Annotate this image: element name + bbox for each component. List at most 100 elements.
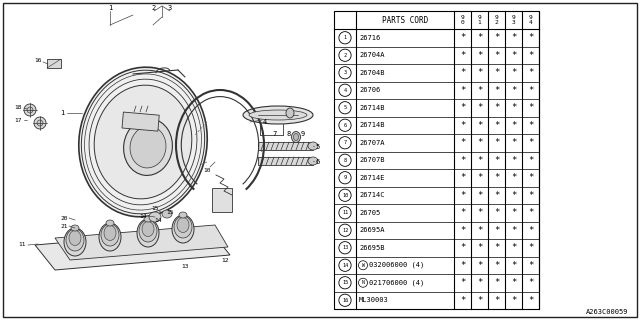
- Ellipse shape: [79, 67, 207, 217]
- Text: *: *: [494, 296, 499, 305]
- Text: 16: 16: [342, 298, 348, 303]
- Text: 9
2: 9 2: [495, 15, 499, 25]
- Circle shape: [339, 84, 351, 96]
- Text: 5: 5: [316, 144, 320, 150]
- Text: *: *: [494, 261, 499, 270]
- Text: 15: 15: [342, 280, 348, 285]
- Text: 11: 11: [342, 210, 348, 215]
- Circle shape: [339, 207, 351, 219]
- Text: *: *: [528, 173, 533, 182]
- Ellipse shape: [37, 120, 43, 126]
- Text: *: *: [511, 191, 516, 200]
- Text: *: *: [494, 138, 499, 147]
- Circle shape: [339, 67, 351, 79]
- Text: 9: 9: [344, 175, 347, 180]
- Circle shape: [339, 294, 351, 306]
- Ellipse shape: [294, 133, 298, 140]
- Text: *: *: [460, 208, 465, 217]
- Ellipse shape: [162, 210, 172, 218]
- Circle shape: [339, 137, 351, 149]
- Polygon shape: [55, 225, 228, 260]
- Text: *: *: [528, 138, 533, 147]
- Ellipse shape: [99, 223, 121, 251]
- Text: *: *: [528, 296, 533, 305]
- Circle shape: [339, 172, 351, 184]
- Text: *: *: [511, 138, 516, 147]
- Text: 1: 1: [60, 110, 64, 116]
- Bar: [258, 157, 313, 165]
- Text: *: *: [494, 33, 499, 42]
- Text: *: *: [477, 138, 482, 147]
- Text: *: *: [460, 121, 465, 130]
- Text: 2: 2: [152, 5, 156, 11]
- Text: *: *: [511, 86, 516, 95]
- Text: 15: 15: [166, 210, 173, 214]
- Text: *: *: [511, 296, 516, 305]
- Text: 1: 1: [108, 5, 112, 11]
- Text: 13: 13: [342, 245, 348, 250]
- Bar: [258, 142, 313, 150]
- Text: *: *: [460, 86, 465, 95]
- Text: *: *: [494, 278, 499, 287]
- Text: 11: 11: [19, 243, 26, 247]
- Text: 10: 10: [342, 193, 348, 198]
- Circle shape: [339, 259, 351, 271]
- Text: *: *: [494, 68, 499, 77]
- Ellipse shape: [179, 212, 187, 218]
- Text: *: *: [494, 51, 499, 60]
- Text: *: *: [511, 261, 516, 270]
- Text: *: *: [494, 243, 499, 252]
- Ellipse shape: [137, 219, 159, 247]
- Text: *: *: [511, 278, 516, 287]
- Text: *: *: [477, 156, 482, 165]
- Text: N: N: [362, 280, 364, 285]
- Bar: [47, 59, 61, 68]
- Text: *: *: [494, 191, 499, 200]
- Text: 9
3: 9 3: [511, 15, 515, 25]
- Text: PARTS CORD: PARTS CORD: [382, 15, 428, 25]
- Ellipse shape: [27, 107, 33, 113]
- Ellipse shape: [177, 218, 189, 233]
- Text: *: *: [511, 208, 516, 217]
- Text: 8: 8: [344, 158, 347, 163]
- Text: 13: 13: [181, 265, 189, 269]
- Text: *: *: [460, 103, 465, 112]
- Text: 20: 20: [60, 215, 68, 220]
- Text: *: *: [528, 191, 533, 200]
- Circle shape: [339, 32, 351, 44]
- Text: 26695B: 26695B: [359, 245, 385, 251]
- Text: 14: 14: [342, 263, 348, 268]
- Ellipse shape: [142, 221, 154, 236]
- Text: *: *: [511, 121, 516, 130]
- Text: 14: 14: [140, 213, 147, 219]
- Circle shape: [339, 119, 351, 132]
- Text: 021706000 (4): 021706000 (4): [369, 279, 424, 286]
- Circle shape: [339, 49, 351, 61]
- Circle shape: [339, 189, 351, 201]
- Ellipse shape: [291, 132, 301, 142]
- Text: *: *: [460, 243, 465, 252]
- Ellipse shape: [71, 225, 79, 231]
- Text: *: *: [477, 121, 482, 130]
- Ellipse shape: [130, 126, 166, 168]
- Text: 21: 21: [60, 223, 68, 228]
- Text: 3: 3: [168, 5, 172, 11]
- Bar: [212, 188, 232, 212]
- Text: 8: 8: [287, 131, 291, 137]
- Text: 26707B: 26707B: [359, 157, 385, 163]
- Ellipse shape: [124, 119, 172, 175]
- Circle shape: [339, 276, 351, 289]
- Text: *: *: [528, 226, 533, 235]
- Text: 032006000 (4): 032006000 (4): [369, 262, 424, 268]
- Ellipse shape: [81, 70, 205, 214]
- Ellipse shape: [101, 224, 119, 246]
- Polygon shape: [35, 230, 230, 270]
- Text: 26704A: 26704A: [359, 52, 385, 58]
- Text: *: *: [494, 226, 499, 235]
- Text: 26695A: 26695A: [359, 227, 385, 233]
- Text: *: *: [477, 191, 482, 200]
- Text: *: *: [511, 33, 516, 42]
- Text: *: *: [528, 68, 533, 77]
- Ellipse shape: [144, 216, 152, 222]
- Ellipse shape: [89, 79, 197, 205]
